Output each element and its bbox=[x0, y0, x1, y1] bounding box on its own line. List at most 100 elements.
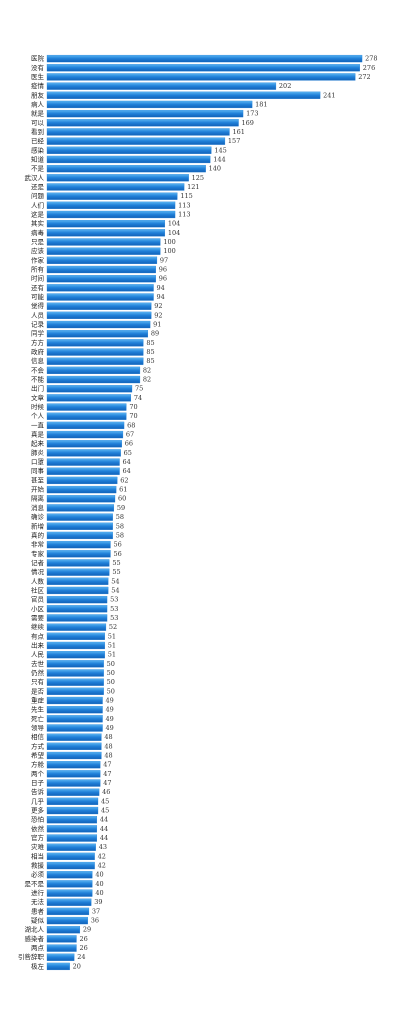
value-label: 115 bbox=[180, 192, 192, 200]
value-label: 58 bbox=[116, 531, 124, 539]
y-tick-label: 作家 bbox=[31, 255, 45, 264]
bar bbox=[46, 834, 98, 842]
value-label: 144 bbox=[213, 155, 225, 163]
y-tick-label: 官员 bbox=[31, 595, 45, 604]
y-tick-label: 起来 bbox=[31, 440, 45, 448]
bar bbox=[46, 669, 104, 677]
bar bbox=[46, 412, 127, 420]
value-label: 74 bbox=[134, 394, 142, 402]
bar bbox=[46, 210, 176, 219]
y-tick-label: 必须 bbox=[31, 870, 45, 879]
y-tick-label: 这是 bbox=[31, 209, 45, 218]
y-tick-label: 病人 bbox=[31, 99, 45, 108]
bar bbox=[46, 540, 111, 549]
y-tick-label: 还有 bbox=[31, 283, 45, 292]
y-tick-label: 官方 bbox=[31, 833, 45, 842]
y-tick-label: 时间 bbox=[31, 274, 44, 283]
value-label: 96 bbox=[159, 275, 167, 283]
y-tick-label: 仍然 bbox=[31, 668, 45, 677]
bar bbox=[46, 797, 99, 805]
bar bbox=[46, 843, 96, 851]
bar bbox=[46, 962, 70, 971]
value-label: 70 bbox=[129, 412, 137, 420]
y-tick-label: 看到 bbox=[31, 128, 44, 136]
value-label: 20 bbox=[73, 962, 81, 970]
bar bbox=[46, 531, 113, 540]
bar bbox=[46, 495, 116, 503]
value-label: 45 bbox=[101, 807, 109, 815]
bar bbox=[46, 816, 98, 824]
value-label: 62 bbox=[120, 476, 128, 484]
y-tick-label: 已经 bbox=[31, 136, 45, 145]
bar bbox=[46, 770, 101, 778]
y-tick-label: 几乎 bbox=[31, 796, 45, 805]
y-tick-label: 觉得 bbox=[31, 301, 45, 310]
y-tick-label: 恐怕 bbox=[31, 815, 45, 824]
value-label: 272 bbox=[358, 73, 370, 81]
value-label: 26 bbox=[79, 935, 87, 943]
bar bbox=[46, 247, 161, 255]
y-tick-label: 问题 bbox=[31, 192, 45, 200]
bar bbox=[46, 485, 117, 494]
value-label: 104 bbox=[168, 229, 180, 237]
value-label: 49 bbox=[106, 724, 114, 732]
y-tick-label: 依然 bbox=[31, 824, 45, 833]
y-tick-label: 人民 bbox=[31, 651, 44, 659]
y-tick-label: 社区 bbox=[31, 585, 45, 594]
y-tick-label: 出来 bbox=[31, 640, 45, 649]
y-tick-label: 记录 bbox=[31, 321, 45, 329]
value-label: 56 bbox=[113, 541, 121, 549]
bar bbox=[46, 403, 127, 411]
y-tick-label: 极左 bbox=[31, 961, 45, 970]
y-tick-label: 情况 bbox=[31, 567, 45, 576]
bar bbox=[46, 733, 102, 741]
bar bbox=[46, 458, 120, 466]
y-tick-label: 只是 bbox=[31, 238, 45, 246]
bar bbox=[46, 916, 88, 925]
value-label: 48 bbox=[104, 733, 112, 741]
value-label: 173 bbox=[246, 110, 258, 118]
value-label: 47 bbox=[103, 761, 111, 769]
y-tick-label: 去世 bbox=[31, 659, 45, 668]
y-tick-label: 医生 bbox=[31, 72, 45, 81]
value-label: 50 bbox=[107, 678, 115, 686]
value-label: 94 bbox=[157, 293, 165, 301]
bar bbox=[46, 577, 109, 585]
value-label: 52 bbox=[109, 623, 117, 631]
value-label: 40 bbox=[95, 889, 103, 897]
value-label: 49 bbox=[106, 706, 114, 714]
y-tick-label: 非常 bbox=[31, 540, 44, 549]
bar bbox=[46, 651, 105, 659]
value-label: 55 bbox=[112, 568, 120, 576]
bar bbox=[46, 568, 110, 576]
value-label: 100 bbox=[163, 238, 175, 246]
value-label: 50 bbox=[107, 687, 115, 695]
y-tick-label: 时候 bbox=[31, 402, 45, 411]
y-tick-label: 感染者 bbox=[25, 934, 45, 943]
value-label: 82 bbox=[143, 376, 151, 384]
value-label: 51 bbox=[108, 632, 116, 640]
value-label: 47 bbox=[103, 770, 111, 778]
y-tick-label: 两个 bbox=[31, 770, 45, 778]
y-tick-label: 可以 bbox=[31, 119, 45, 127]
bar bbox=[46, 852, 95, 861]
y-tick-label: 小区 bbox=[31, 604, 45, 613]
value-label: 46 bbox=[102, 788, 110, 796]
bar bbox=[46, 275, 156, 283]
bar bbox=[46, 366, 141, 374]
bar bbox=[46, 522, 113, 530]
bar bbox=[46, 742, 102, 750]
bar bbox=[46, 220, 166, 228]
bar bbox=[46, 586, 109, 595]
bar bbox=[46, 265, 156, 274]
bar bbox=[46, 201, 176, 209]
y-tick-label: 肺炎 bbox=[31, 449, 45, 457]
value-label: 48 bbox=[104, 742, 112, 750]
y-tick-label: 湖北人 bbox=[25, 925, 45, 934]
bar bbox=[46, 385, 133, 393]
value-label: 53 bbox=[110, 605, 118, 613]
bar bbox=[46, 788, 100, 796]
value-label: 92 bbox=[154, 302, 162, 310]
bar bbox=[46, 953, 75, 961]
bar bbox=[46, 174, 189, 182]
